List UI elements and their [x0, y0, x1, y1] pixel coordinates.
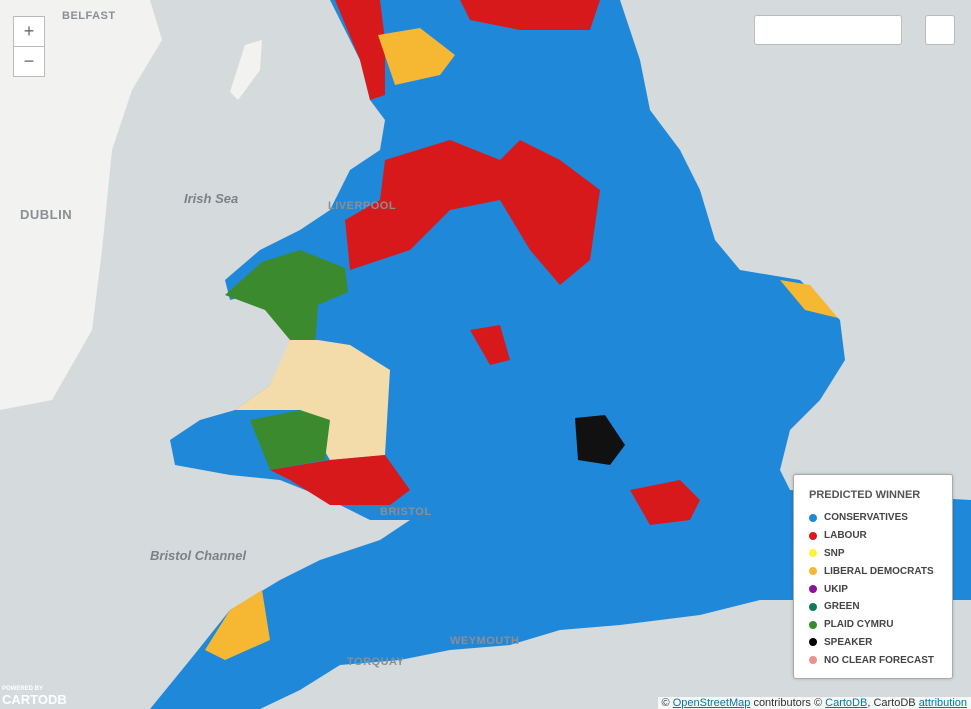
place-label: BRISTOL: [380, 506, 432, 518]
legend-swatch: [809, 585, 817, 594]
sea-label: Irish Sea: [184, 191, 238, 206]
wales-plaid: [225, 250, 348, 345]
legend-swatch: [809, 549, 817, 558]
legend-swatch: [809, 531, 817, 540]
legend-label: NO CLEAR FORECAST: [824, 654, 934, 666]
legend-item: LIBERAL DEMOCRATS: [809, 562, 952, 580]
legend-swatch: [809, 567, 817, 576]
legend-swatch: [809, 602, 817, 611]
locate-button[interactable]: [925, 15, 955, 45]
place-label: TORQUAY: [347, 656, 404, 668]
legend-label: LIBERAL DEMOCRATS: [824, 565, 934, 577]
wales-plaid-south: [250, 410, 330, 470]
attr-link[interactable]: CartoDB: [825, 697, 868, 709]
legend-label: LABOUR: [824, 530, 867, 542]
legend: PREDICTED WINNER CONSERVATIVES LABOUR SNP L…: [793, 474, 953, 679]
attr-text: , CartoDB: [867, 697, 916, 709]
place-label: WEYMOUTH: [450, 635, 519, 647]
legend-label: CONSERVATIVES: [824, 512, 908, 524]
legend-label: PLAID CYMRU: [824, 619, 894, 631]
search-box[interactable]: [754, 15, 902, 45]
wales-unclear: [235, 340, 390, 460]
ireland-land: [0, 0, 162, 410]
legend-title: PREDICTED WINNER: [809, 489, 921, 501]
sea-label: Bristol Channel: [150, 548, 246, 563]
cumbria-labour: [335, 0, 385, 100]
midlands-labour: [470, 325, 510, 365]
legend-label: SNP: [824, 547, 845, 559]
coast-libdem: [780, 280, 838, 318]
legend-item: SPEAKER: [809, 634, 952, 652]
attribution: © OpenStreetMap contributors © CartoDB, …: [657, 697, 971, 709]
legend-item: PLAID CYMRU: [809, 616, 952, 634]
logo-powered: POWERED BY: [2, 686, 44, 692]
legend-item: SNP: [809, 545, 952, 563]
zoom-in[interactable]: +: [13, 16, 45, 47]
legend-item: GREEN: [809, 598, 952, 616]
north-labour: [345, 140, 600, 285]
legend-label: UKIP: [824, 583, 848, 595]
speaker: [575, 415, 625, 465]
legend-label: GREEN: [824, 601, 860, 613]
isle-of-man: [230, 40, 262, 100]
attr-link[interactable]: OpenStreetMap: [672, 697, 751, 709]
legend-item: NO CLEAR FORECAST: [809, 651, 952, 669]
london-labour: [630, 480, 700, 525]
attr-text: contributors ©: [753, 697, 823, 709]
legend-item: CONSERVATIVES: [809, 509, 952, 527]
legend-swatch: [809, 638, 817, 647]
legend-label: SPEAKER: [824, 636, 873, 648]
cornwall-libdem: [205, 590, 270, 660]
logo: POWERED BY CARTODB: [2, 686, 67, 707]
northeast-labour: [460, 0, 600, 30]
attr-link[interactable]: attribution: [918, 697, 967, 709]
constituencies-conservative: [150, 0, 971, 709]
logo-name: CARTODB: [2, 692, 67, 707]
place-label: BELFAST: [62, 10, 116, 22]
wales-labour: [270, 455, 410, 505]
attr-text: ©: [661, 697, 670, 709]
place-label: DUBLIN: [20, 207, 72, 222]
legend-item: UKIP: [809, 580, 952, 598]
legend-item: LABOUR: [809, 527, 952, 545]
zoom-out[interactable]: −: [13, 46, 45, 77]
legend-swatch: [809, 656, 817, 665]
legend-swatch: [809, 513, 817, 522]
place-label: LIVERPOOL: [328, 200, 396, 212]
lakes-libdem: [378, 28, 455, 85]
legend-swatch: [809, 620, 817, 629]
